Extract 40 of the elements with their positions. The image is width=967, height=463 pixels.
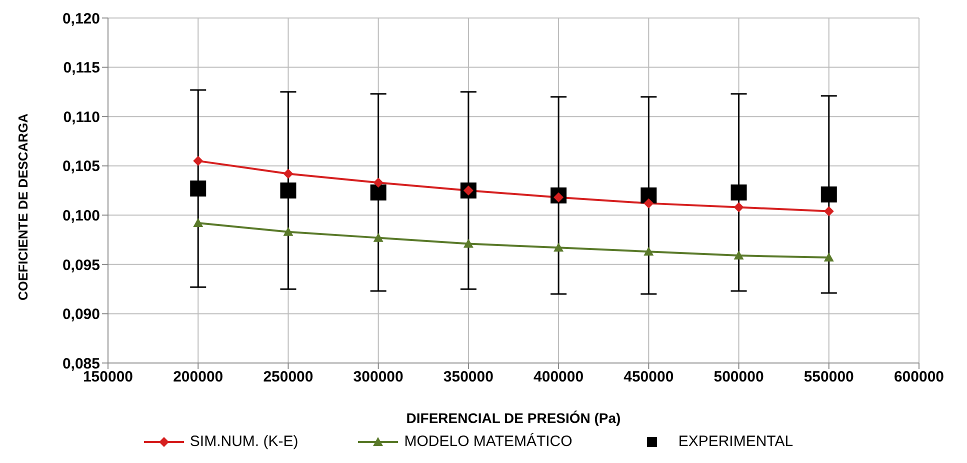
point — [824, 252, 834, 262]
x-tick-label: 300000 — [353, 368, 404, 386]
point — [283, 226, 294, 236]
x-tick-label: 200000 — [173, 368, 224, 386]
point — [824, 206, 834, 216]
x-tick-label: 500000 — [714, 368, 764, 386]
legend-label: EXPERIMENTAL — [677, 433, 794, 450]
point — [193, 156, 204, 166]
x-tick-label: 400000 — [534, 368, 584, 386]
point — [373, 232, 384, 242]
y-tick-label: 0,120 — [62, 10, 100, 28]
point — [463, 238, 474, 248]
legend-label: MODELO MATEMÁTICO — [403, 433, 572, 450]
y-tick-label: 0,115 — [63, 60, 100, 77]
y-tick-label: 0,100 — [62, 207, 100, 224]
x-tick-label: 350000 — [443, 368, 494, 386]
x-tick-label: 600000 — [894, 368, 944, 386]
point — [820, 186, 837, 202]
y-tick-label: 0,105 — [62, 158, 100, 176]
point — [193, 218, 204, 228]
x-axis-title: DIFERENCIAL DE PRESIÓN (Pa) — [406, 410, 621, 426]
point — [734, 250, 744, 260]
y-axis-title: COEFICIENTE DE DESCARGA — [16, 112, 31, 300]
point — [734, 202, 744, 212]
point — [730, 184, 747, 200]
point — [190, 180, 206, 197]
y-tick-label: 0,090 — [62, 306, 100, 324]
y-tick-label: 0,110 — [63, 108, 100, 126]
y-tick-label: 0,095 — [62, 256, 100, 274]
legend-label: SIM.NUM. (K-E) — [188, 433, 298, 450]
point — [644, 246, 654, 256]
point — [554, 242, 564, 252]
x-tick-label: 550000 — [804, 368, 854, 386]
point — [370, 184, 386, 200]
point — [373, 178, 384, 188]
x-tick-label: 450000 — [624, 368, 674, 386]
point — [644, 198, 654, 208]
x-tick-label: 250000 — [263, 368, 314, 386]
point — [283, 168, 294, 179]
point — [280, 182, 296, 198]
